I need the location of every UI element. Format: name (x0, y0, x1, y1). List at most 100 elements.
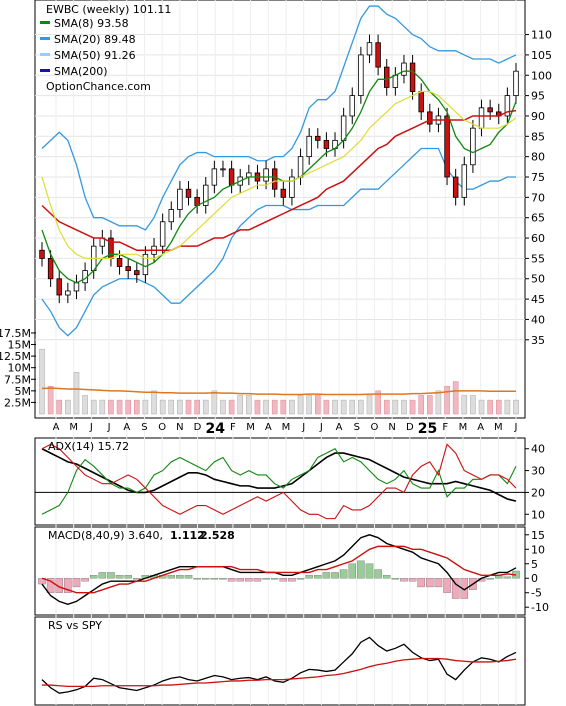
macd-histogram-bar (184, 575, 193, 579)
month-label: A (336, 422, 343, 433)
price-tick-label: 100 (531, 69, 552, 82)
macd-histogram-bar (210, 578, 219, 580)
month-label: O (371, 422, 379, 433)
price-candles (39, 34, 519, 304)
adx-tick-label: 40 (531, 443, 545, 456)
price-tick-label: 110 (531, 29, 552, 42)
volume-bar (323, 399, 330, 415)
macd-histogram-bar (107, 572, 115, 579)
volume-tick-label: 5M (15, 385, 32, 398)
candle-body (315, 135, 321, 141)
macd-histogram-bar (55, 578, 63, 593)
month-label: J (301, 422, 305, 433)
sma20-line (41, 90, 517, 259)
month-label: J (107, 422, 111, 433)
volume-bar (56, 399, 63, 415)
macd-histogram-bar (72, 578, 81, 588)
month-label: F (442, 422, 448, 433)
macd-tick-label: 0 (531, 572, 538, 585)
brand-label: OptionChance.com (46, 80, 151, 93)
price-tick-label: 90 (531, 110, 545, 123)
macd-histogram-bar (486, 578, 494, 580)
price-panel-frame (34, 0, 526, 419)
candle-body (211, 168, 218, 186)
macd-histogram-bar (460, 578, 469, 599)
volume-bar (504, 399, 511, 415)
month-label: S (141, 422, 147, 433)
macd-panel-frame (34, 526, 526, 616)
macd-histogram-bar (503, 576, 512, 579)
volume-average-line (41, 387, 516, 396)
legend-swatch-sma8 (40, 21, 50, 24)
candle-body (470, 127, 476, 166)
macd-histogram-bar (408, 578, 417, 582)
legend-sma200: SMA(200) (54, 65, 108, 78)
candle-body (159, 221, 166, 247)
macd-histogram-bar (124, 575, 132, 579)
macd-histogram-bar (219, 578, 227, 580)
candle-body (409, 62, 416, 92)
macd-histogram-bar (426, 578, 434, 588)
macd-histogram-bar (339, 569, 348, 579)
adx-tick-label: 30 (531, 465, 545, 478)
macd-histogram-bar (400, 578, 408, 582)
volume-bar (409, 399, 416, 415)
volume-bar (495, 399, 502, 415)
candle-body (366, 42, 373, 56)
macd-histogram-bar (417, 578, 425, 588)
adx-panel-frame (34, 437, 526, 526)
month-label: S (354, 422, 360, 433)
adx-axis: 10 20 30 40 (525, 443, 545, 521)
macd-histogram-bar (357, 560, 365, 579)
adx-line (41, 448, 517, 502)
volume-bar (65, 399, 71, 415)
macd-histogram-bar (81, 578, 89, 582)
volume-bar (375, 390, 381, 415)
macd-histogram-bar (314, 575, 322, 579)
volume-bar (444, 385, 450, 415)
candle-body (504, 95, 511, 117)
month-label: D (194, 422, 202, 433)
month-label: M (494, 422, 503, 433)
month-label: J (514, 422, 518, 433)
volume-bar (125, 399, 131, 415)
volume-bar (358, 399, 364, 415)
moving-averages (41, 70, 517, 284)
macd-histogram-bar (374, 569, 382, 579)
volume-bar (177, 399, 183, 415)
month-label: M (282, 422, 291, 433)
price-tick-label: 85 (531, 130, 545, 143)
candle-body (271, 168, 278, 190)
volume-bar (211, 390, 218, 415)
candle-body (289, 176, 295, 198)
volume-bar (418, 395, 424, 415)
macd-histogram-bar (348, 563, 357, 579)
volume-bars (39, 348, 519, 415)
volume-bar (159, 399, 166, 415)
macd-line (41, 534, 517, 606)
candle-body (39, 249, 45, 259)
adx-title: ADX(14) 15.72 (48, 440, 129, 453)
volume-bar (314, 395, 321, 415)
volume-tick-label: 17.5M (0, 327, 31, 340)
volume-bar (142, 399, 149, 415)
macd-histogram-bar (133, 578, 141, 580)
macd-signal-line (41, 545, 517, 594)
volume-bar (435, 390, 442, 415)
macd-histogram-bar (365, 563, 374, 579)
minus-di-line (41, 443, 517, 520)
candle-body (444, 115, 450, 178)
price-tick-label: 70 (531, 191, 545, 204)
month-label: J (319, 422, 323, 433)
rs-average-line (42, 657, 517, 688)
volume-bar (254, 399, 261, 415)
legend-swatch-sma20 (40, 37, 50, 40)
macd-histogram-bar (201, 578, 210, 580)
volume-bar (478, 399, 485, 415)
price-axis: 35 40 45 50 55 60 65 70 75 80 85 90 95 100 105 110 (525, 29, 552, 347)
candle-body (340, 115, 347, 141)
candle-body (47, 257, 54, 280)
month-label: N (388, 422, 395, 433)
volume-bar (297, 395, 304, 415)
